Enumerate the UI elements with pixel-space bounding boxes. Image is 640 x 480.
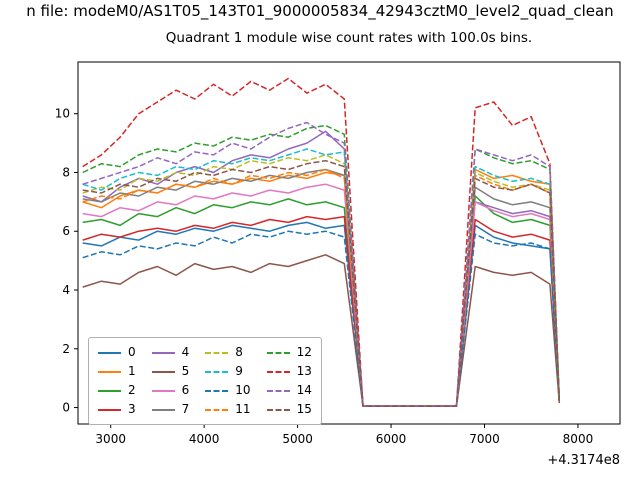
series-line-12 — [82, 124, 561, 407]
legend-item-9: 9 — [205, 362, 250, 381]
legend-label: 6 — [181, 383, 190, 397]
series-line-7 — [82, 168, 561, 407]
x-tick-label: 5000 — [282, 432, 313, 446]
series-line-0 — [82, 221, 561, 407]
legend-item-3: 3 — [98, 400, 136, 419]
series-line-9 — [82, 148, 561, 407]
legend-line-sample — [98, 351, 121, 354]
legend-line-sample — [151, 370, 175, 373]
y-tick-label: 10 — [55, 107, 70, 121]
legend-line-sample — [98, 370, 121, 373]
figure-suptitle: n file: modeM0/AS1T05_143T01_9000005834_… — [26, 2, 613, 21]
legend-line-sample — [151, 408, 175, 411]
legend-line-sample — [266, 389, 290, 392]
legend-item-11: 11 — [205, 400, 251, 419]
series-line-3 — [82, 215, 561, 407]
legend-item-0: 0 — [98, 343, 136, 362]
series-line-10 — [82, 230, 561, 407]
axes-title: Quadrant 1 module wise count rates with … — [166, 30, 532, 46]
legend-label: 12 — [296, 345, 312, 359]
legend-label: 11 — [235, 402, 251, 416]
legend-line-sample — [151, 351, 175, 354]
x-tick-label: 4000 — [189, 432, 220, 446]
legend-label: 2 — [128, 383, 136, 397]
legend-line-sample — [98, 389, 121, 392]
legend-line-sample — [151, 389, 175, 392]
y-tick-label: 8 — [62, 165, 70, 179]
legend-label: 7 — [181, 402, 190, 416]
legend-item-14: 14 — [266, 381, 312, 400]
legend-item-6: 6 — [151, 381, 190, 400]
y-tick-label: 2 — [62, 342, 70, 356]
x-tick-label: 8000 — [563, 432, 594, 446]
legend-item-2: 2 — [98, 381, 136, 400]
legend-line-sample — [205, 370, 229, 373]
series-line-14 — [82, 121, 561, 407]
legend-item-1: 1 — [98, 362, 136, 381]
legend-label: 3 — [128, 402, 136, 416]
legend-item-8: 8 — [205, 343, 250, 362]
legend-item-13: 13 — [266, 362, 312, 381]
legend-line-sample — [205, 408, 229, 411]
legend-line-sample — [205, 351, 229, 354]
y-tick-label: 4 — [62, 283, 70, 297]
legend-item-5: 5 — [151, 362, 190, 381]
legend-label: 9 — [235, 364, 243, 378]
series-line-8 — [82, 154, 561, 407]
legend-line-sample — [266, 351, 290, 354]
series-lines — [82, 77, 561, 407]
series-line-6 — [82, 183, 561, 407]
legend-line-sample — [205, 389, 229, 392]
legend-label: 4 — [181, 345, 190, 359]
legend-label: 15 — [296, 402, 312, 416]
series-line-1 — [82, 168, 561, 407]
x-tick-label: 6000 — [376, 432, 407, 446]
x-axis-offset-label: +4.3174e8 — [547, 453, 620, 468]
legend: 0 1 2 3 4 5 6 7 8 9 10 11 12 13 14 15 — [88, 337, 322, 425]
legend-line-sample — [266, 370, 290, 373]
legend-item-10: 10 — [205, 381, 251, 400]
series-line-5 — [82, 254, 561, 407]
series-line-15 — [82, 159, 561, 407]
y-tick-label: 6 — [62, 224, 70, 238]
legend-label: 14 — [296, 383, 312, 397]
series-line-4 — [82, 130, 561, 407]
x-tick-label: 3000 — [95, 432, 126, 446]
legend-item-7: 7 — [151, 400, 190, 419]
legend-item-12: 12 — [266, 343, 312, 362]
legend-item-15: 15 — [266, 400, 312, 419]
legend-label: 10 — [235, 383, 251, 397]
legend-label: 0 — [128, 345, 136, 359]
legend-item-4: 4 — [151, 343, 190, 362]
legend-line-sample — [266, 408, 290, 411]
legend-label: 1 — [128, 364, 136, 378]
series-line-11 — [82, 168, 561, 407]
x-tick-label: 7000 — [469, 432, 500, 446]
legend-line-sample — [98, 408, 121, 411]
legend-label: 8 — [235, 345, 243, 359]
axes-frame — [77, 61, 621, 425]
y-tick-label: 0 — [62, 401, 70, 415]
legend-label: 13 — [296, 364, 312, 378]
legend-label: 5 — [181, 364, 190, 378]
series-line-13 — [82, 77, 561, 407]
